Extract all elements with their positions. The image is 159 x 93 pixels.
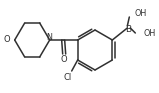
Text: B: B xyxy=(125,24,131,33)
Text: O: O xyxy=(60,54,67,64)
Text: OH: OH xyxy=(143,29,156,39)
Text: N: N xyxy=(47,33,53,42)
Text: OH: OH xyxy=(134,8,147,17)
Text: Cl: Cl xyxy=(64,73,72,81)
Text: O: O xyxy=(3,36,10,44)
